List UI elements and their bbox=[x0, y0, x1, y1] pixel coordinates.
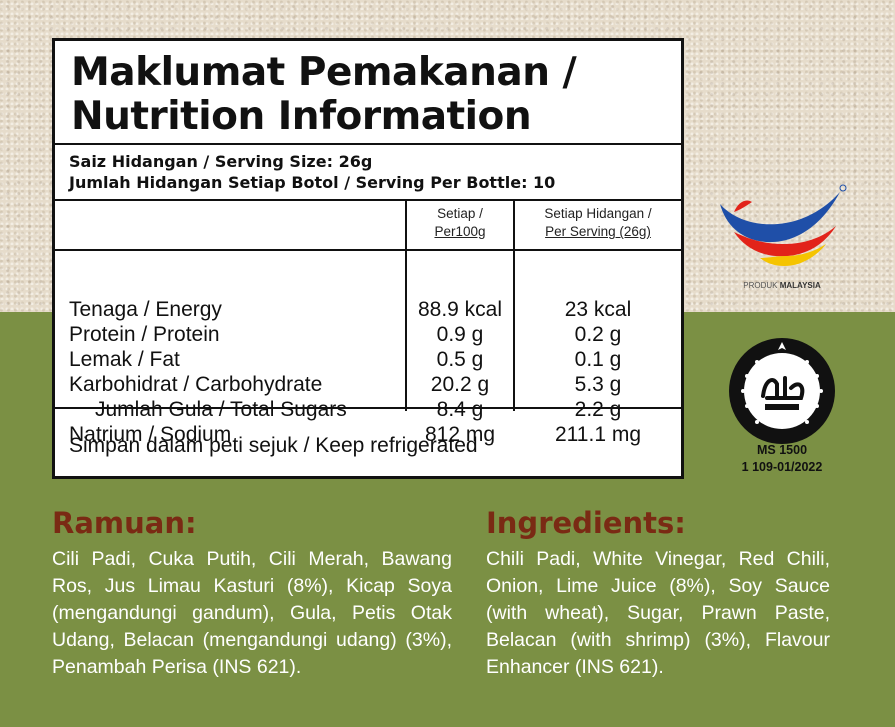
nutrition-title-malay: Maklumat Pemakanan / bbox=[71, 50, 577, 95]
halal-ring-dots bbox=[741, 360, 823, 424]
table-header-row: Setiap / Per100g Setiap Hidangan / Per S… bbox=[55, 201, 681, 251]
nutrient-per100g-value: 88.9 kcal bbox=[417, 298, 503, 321]
nutrient-label: Protein / Protein bbox=[69, 323, 220, 346]
column-divider-1 bbox=[405, 201, 407, 411]
produk-prefix: PRODUK bbox=[743, 281, 780, 290]
table-row: Protein / Protein 0.9 g 0.2 g bbox=[55, 322, 681, 347]
ingredients-title-malay: Ramuan: bbox=[52, 506, 197, 540]
column-header-per100g-line2: Per100g bbox=[434, 224, 486, 239]
nutrition-title-box: Maklumat Pemakanan / Nutrition Informati… bbox=[55, 41, 681, 145]
nutrient-per100g-value: 0.5 g bbox=[436, 348, 484, 371]
logo-red-swoosh bbox=[734, 226, 836, 257]
serving-info: Saiz Hidangan / Serving Size: 26g Jumlah… bbox=[55, 145, 681, 201]
storage-instruction: Simpan dalam peti sejuk / Keep refrigera… bbox=[69, 434, 478, 457]
servings-per-bottle: Jumlah Hidangan Setiap Botol / Serving P… bbox=[69, 173, 556, 192]
column-divider-2 bbox=[513, 201, 515, 411]
nutrition-panel: Maklumat Pemakanan / Nutrition Informati… bbox=[52, 38, 684, 479]
nutrient-per-serving-value: 23 kcal bbox=[564, 298, 632, 321]
nutrient-label: Lemak / Fat bbox=[69, 348, 180, 371]
nutrient-label: Tenaga / Energy bbox=[69, 298, 222, 321]
serving-size: Saiz Hidangan / Serving Size: 26g bbox=[69, 152, 373, 171]
table-row: Karbohidrat / Carbohydrate 20.2 g 5.3 g bbox=[55, 372, 681, 397]
registered-mark-icon bbox=[839, 184, 847, 192]
nutrient-per100g-value: 20.2 g bbox=[430, 373, 490, 396]
column-header-per100g-line1: Setiap / bbox=[437, 206, 483, 221]
nutrition-title-english: Nutrition Information bbox=[71, 94, 532, 139]
nutrient-per100g-value: 812 mg bbox=[424, 423, 496, 446]
nutrient-per-serving-value: 0.2 g bbox=[574, 323, 622, 346]
table-row: Lemak / Fat 0.5 g 0.1 g bbox=[55, 347, 681, 372]
certificate-number: 1 109-01/2022 bbox=[741, 460, 823, 474]
nutrient-per-serving-value: 211.1 mg bbox=[555, 423, 641, 446]
ingredients-text-malay: Cili Padi, Cuka Putih, Cili Merah, Bawan… bbox=[52, 548, 452, 678]
ms-standard: MS 1500 bbox=[756, 443, 808, 457]
table-row: Tenaga / Energy 88.9 kcal 23 kcal bbox=[55, 297, 681, 322]
logo-yellow-swoosh bbox=[760, 244, 826, 266]
nutrient-per100g-value: 0.9 g bbox=[436, 323, 484, 346]
halal-label-bar bbox=[765, 404, 799, 410]
column-header-per-serving: Setiap Hidangan / Per Serving (26g) bbox=[515, 205, 681, 241]
halal-arabic-script-icon bbox=[761, 376, 805, 400]
halal-inner-circle bbox=[744, 353, 820, 429]
halal-certification: MS 1500 1 109-01/2022 bbox=[722, 442, 842, 476]
nutrient-label: Karbohidrat / Carbohydrate bbox=[69, 373, 323, 396]
column-header-per-serving-line2: Per Serving (26g) bbox=[545, 224, 651, 239]
nutrient-label: Natrium / Sodium bbox=[69, 423, 232, 446]
nutrient-per100g-value: 8.4 g bbox=[436, 398, 484, 421]
halal-jakim-logo bbox=[729, 338, 835, 444]
column-header-per100g: Setiap / Per100g bbox=[407, 205, 513, 241]
produk-malaysia-logo bbox=[720, 184, 847, 266]
logo-red-accent bbox=[734, 200, 752, 212]
nutrient-per-serving-value: 2.2 g bbox=[574, 398, 622, 421]
nutrient-label: Jumlah Gula / Total Sugars bbox=[95, 398, 347, 421]
halal-star-icon bbox=[778, 342, 786, 350]
nutrient-rows: Tenaga / Energy 88.9 kcal 23 kcal Protei… bbox=[55, 253, 681, 446]
logo-blue-swoosh bbox=[720, 192, 840, 243]
table-row: Jumlah Gula / Total Sugars 8.4 g 2.2 g bbox=[55, 397, 681, 422]
column-header-per-serving-line1: Setiap Hidangan / bbox=[544, 206, 652, 221]
nutrient-per-serving-value: 0.1 g bbox=[574, 348, 622, 371]
ingredients-text-english: Chili Padi, White Vinegar, Red Chili, On… bbox=[486, 548, 830, 678]
produk-malaysia-label: PRODUK MALAYSIA bbox=[712, 281, 852, 290]
ingredients-title-english: Ingredients: bbox=[486, 506, 686, 540]
produk-country: MALAYSIA bbox=[779, 281, 821, 290]
nutrient-per-serving-value: 5.3 g bbox=[574, 373, 622, 396]
table-row: Natrium / Sodium 812 mg 211.1 mg bbox=[55, 422, 681, 447]
